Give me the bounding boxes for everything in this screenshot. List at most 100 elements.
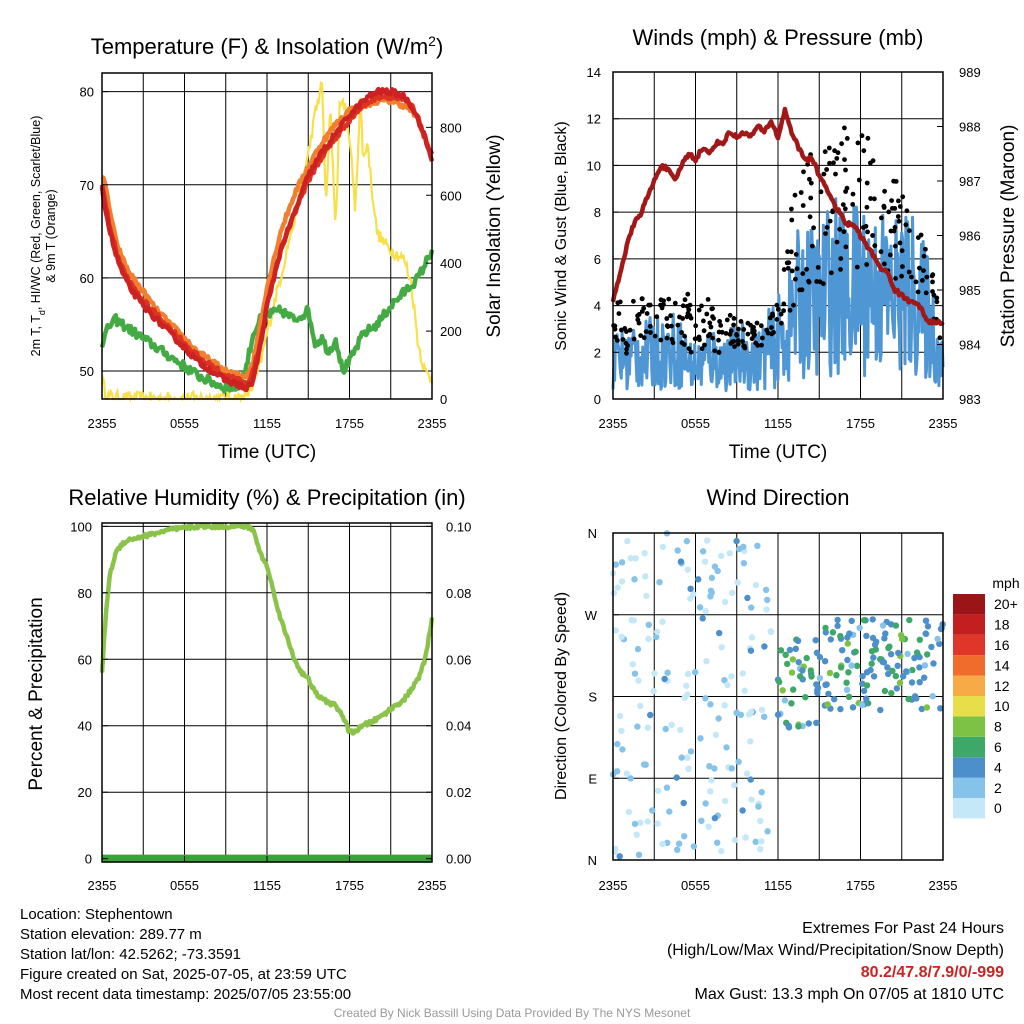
y2-tick-label: 0 [440,392,447,407]
gust-point [654,314,660,320]
gust-point [731,316,737,321]
gust-point [886,209,892,215]
gust-point [665,324,671,329]
gust-point [639,296,645,302]
x-tick-label: 2355 [418,416,447,431]
direction-point [724,681,731,689]
gust-point [833,171,838,177]
direction-point [849,704,857,711]
direction-point [635,677,642,684]
direction-point [708,777,715,784]
direction-point [844,656,851,664]
gust-point [879,215,884,221]
gust-point [736,326,741,332]
extremes-panel: Extremes For Past 24 Hours (High/Low/Max… [667,918,1004,1006]
direction-point [721,797,729,805]
gust-point [638,333,644,338]
direction-point [707,701,714,708]
chart-title: Temperature (F) & Insolation (W/m2) [91,33,444,59]
gust-point [865,135,871,141]
direction-point [723,744,730,751]
direction-point [870,673,878,680]
direction-point [929,693,936,700]
wind-pressure-chart: 0 2 4 6 8 10 12 14 983 984 985 986 987 988 989 2355 0555… [553,25,1019,463]
direction-point [843,686,851,693]
gust-point [821,171,827,177]
gust-point [906,269,912,275]
gust-point [797,287,803,293]
gust-point [710,306,715,311]
gust-point [903,222,909,228]
direction-point [684,754,691,761]
x-axis-label: Time (UTC) [729,442,828,463]
gust-point [627,327,633,333]
legend-label: 2 [994,780,1002,796]
legend-label: 18 [994,617,1010,633]
direction-point [788,700,795,707]
direction-point [707,788,714,795]
gust-point [831,160,836,166]
gust-point [840,202,846,208]
direction-point [716,629,723,637]
x-tick-label: 1755 [335,878,364,893]
y-tick-label: 80 [80,85,94,100]
gust-point [855,140,861,146]
direction-point [924,623,932,630]
direction-point [934,635,941,643]
gust-point [787,307,793,313]
gust-point [837,226,843,232]
direction-point [885,644,892,652]
gust-point [907,228,912,234]
direction-point [708,589,715,596]
direction-point [805,720,812,727]
direction-point [701,558,709,565]
direction-point [673,774,680,781]
direction-point [807,667,814,674]
gust-point [844,136,850,141]
gust-point [719,329,725,335]
direction-point [715,715,722,722]
direction-point [859,673,866,680]
direction-point [681,694,688,701]
direction-point [649,807,656,814]
y-label-line1: 2m T, T [29,315,43,357]
gust-point [631,336,637,342]
direction-point [896,679,904,686]
direction-point [619,746,626,753]
gust-point [800,271,806,276]
direction-point [618,559,626,566]
gust-point [870,158,876,164]
gust-point [688,349,694,355]
direction-point [748,634,756,641]
y2-tick-label: 0.02 [446,785,471,800]
direction-point [675,840,683,847]
direction-point [721,702,728,709]
gust-point [652,333,658,339]
direction-point [888,690,895,697]
direction-point [697,735,704,742]
gust-point [842,206,848,212]
gust-point [635,313,640,319]
direction-point [637,702,644,710]
direction-point [924,651,931,658]
gust-point [850,202,856,207]
direction-point [739,670,746,677]
direction-point [737,711,745,718]
direction-point [936,640,943,647]
direction-point [663,784,671,791]
gust-point [815,265,821,270]
x-tick-label: 0555 [681,416,710,431]
y-tick-label: 60 [80,271,94,286]
direction-point [752,581,760,589]
direction-point [712,731,720,738]
direction-point [789,656,796,663]
legend-swatch [953,798,985,819]
direction-point [640,761,648,768]
direction-point [777,647,785,654]
direction-point [659,840,666,848]
x-tick-label: 1755 [846,416,875,431]
direction-point [699,615,706,622]
gust-point [808,195,814,201]
extremes-title: Extremes For Past 24 Hours [802,920,1004,937]
gust-point [864,180,870,186]
